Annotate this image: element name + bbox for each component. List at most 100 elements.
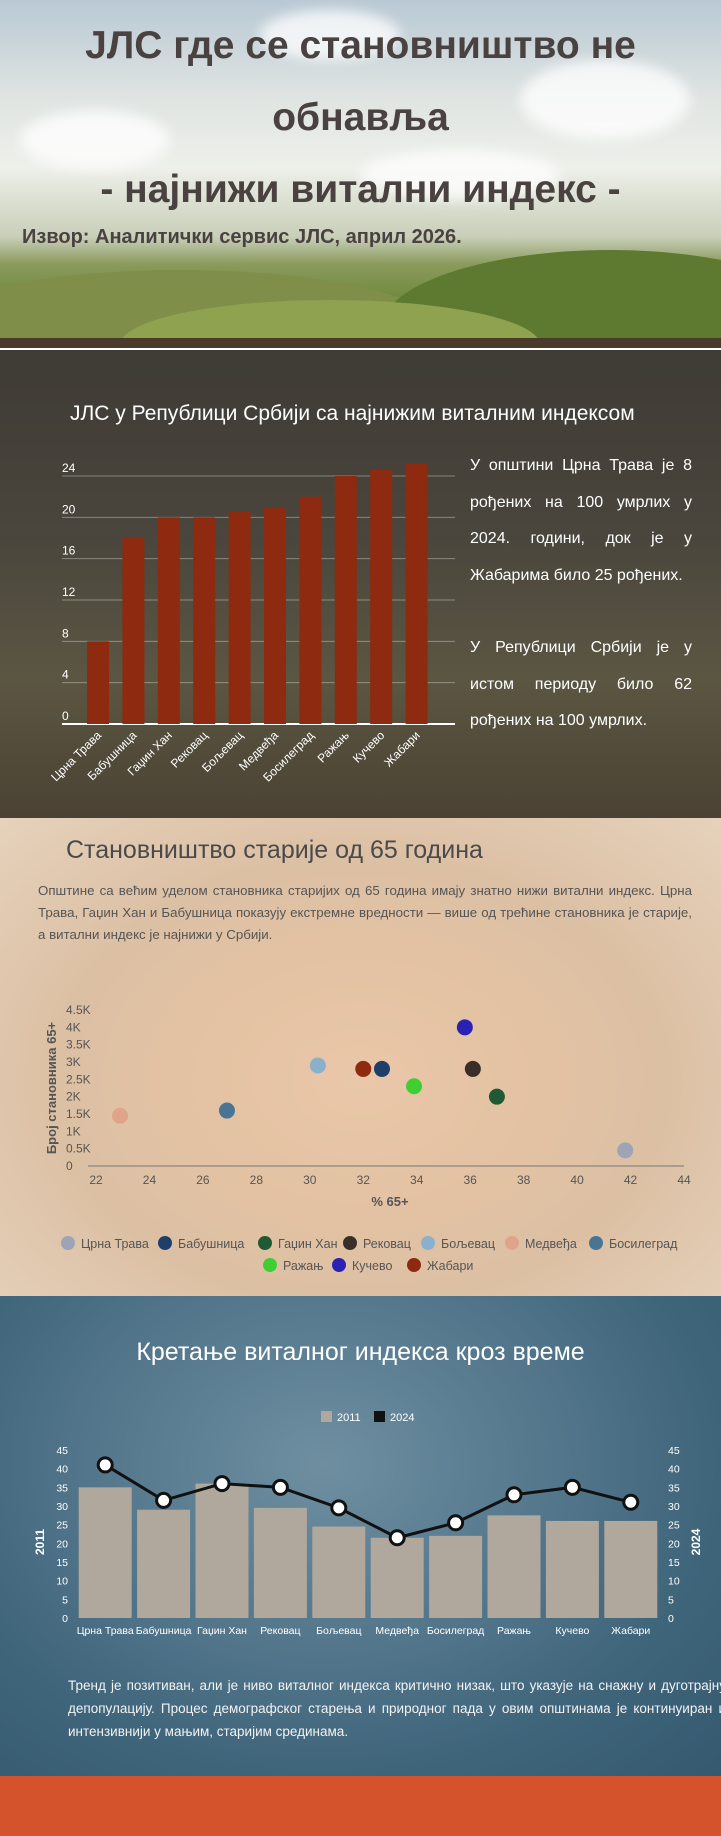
line-point-2024 bbox=[622, 1493, 640, 1511]
paragraph: У општини Црна Трава је 8 рођених на 100… bbox=[470, 457, 692, 584]
scatter-point bbox=[355, 1060, 372, 1077]
paragraph: У Републици Србији је у истом периоду би… bbox=[470, 639, 692, 729]
x-tick-label: Босилеград bbox=[427, 1625, 484, 1637]
x-tick-label: Бабушница bbox=[136, 1625, 192, 1637]
section-title: ЈЛС у Републици Србији са најнижим витал… bbox=[70, 402, 635, 425]
x-tick-label: 30 bbox=[303, 1173, 317, 1187]
legend-label: Бољевац bbox=[441, 1237, 495, 1251]
y-tick-label-right: 40 bbox=[668, 1464, 680, 1476]
y-tick-label-right: 25 bbox=[668, 1520, 680, 1532]
x-tick-label: 32 bbox=[357, 1173, 371, 1187]
x-tick-label: Бољевац bbox=[316, 1625, 361, 1637]
y-tick-label: 4K bbox=[66, 1020, 81, 1034]
y-tick-label: 4.5K bbox=[66, 1003, 91, 1017]
cloud-decoration bbox=[520, 60, 690, 140]
legend-marker bbox=[589, 1236, 603, 1250]
x-tick-label: Ражањ bbox=[497, 1625, 531, 1637]
x-tick-label: Жабари bbox=[381, 728, 422, 769]
legend-marker bbox=[263, 1258, 277, 1272]
footer-band bbox=[0, 1776, 721, 1836]
bar bbox=[157, 517, 180, 724]
bar bbox=[370, 469, 393, 724]
section-text: Тренд је позитиван, али је ниво виталног… bbox=[68, 1678, 721, 1739]
line-point-2024 bbox=[155, 1491, 173, 1509]
x-tick-label: 28 bbox=[250, 1173, 264, 1187]
y-tick-label: 0 bbox=[62, 709, 69, 723]
bar-2011 bbox=[429, 1535, 483, 1618]
bar-2011 bbox=[312, 1526, 366, 1618]
legend-marker bbox=[505, 1236, 519, 1250]
legend-label: Кучево bbox=[352, 1259, 392, 1273]
y-tick-label: 16 bbox=[62, 544, 76, 558]
line-point-2024 bbox=[213, 1475, 231, 1493]
x-tick-label: Кучево bbox=[555, 1625, 589, 1637]
legend-label: Ражањ bbox=[283, 1259, 323, 1273]
legend-label: Жабари bbox=[427, 1259, 473, 1273]
y-tick-label: 1K bbox=[66, 1124, 81, 1138]
y-tick-label-right: 30 bbox=[668, 1501, 680, 1513]
legend-label: Бабушница bbox=[178, 1237, 244, 1251]
y-tick-label: 0.5K bbox=[66, 1142, 91, 1156]
bar bbox=[122, 538, 145, 724]
legend-marker bbox=[374, 1411, 385, 1422]
x-tick-label: 26 bbox=[196, 1173, 210, 1187]
x-tick-label: 38 bbox=[517, 1173, 531, 1187]
line-2024 bbox=[104, 1463, 632, 1540]
y-tick-label: 3.5K bbox=[66, 1038, 91, 1052]
legend-label: 2024 bbox=[390, 1412, 414, 1424]
vital-index-section: ЈЛС у Републици Србији са најнижим витал… bbox=[0, 350, 721, 818]
y-tick-label-left: 0 bbox=[62, 1613, 68, 1625]
scatter-point bbox=[488, 1088, 505, 1105]
legend-label: Гаџин Хан bbox=[278, 1237, 338, 1251]
cloud-decoration bbox=[260, 10, 400, 60]
section-title: Становништво старије од 65 година bbox=[66, 836, 483, 864]
scatter-point bbox=[406, 1078, 423, 1095]
x-tick-label: Медвеђа bbox=[375, 1625, 419, 1637]
legend-marker bbox=[258, 1236, 272, 1250]
x-tick-label: 36 bbox=[464, 1173, 478, 1187]
x-tick-label: 22 bbox=[89, 1173, 103, 1187]
legend-marker bbox=[158, 1236, 172, 1250]
y-tick-label-left: 25 bbox=[56, 1520, 68, 1532]
legend-marker bbox=[332, 1258, 346, 1272]
header-divider bbox=[0, 338, 721, 348]
x-axis-label: % 65+ bbox=[371, 1194, 409, 1209]
y-tick-label-left: 45 bbox=[56, 1445, 68, 1457]
scatter-point bbox=[373, 1060, 390, 1077]
y-tick-label-left: 35 bbox=[56, 1482, 68, 1494]
header-banner: ЈЛС где се становништво не обнавља - нај… bbox=[0, 0, 721, 348]
x-tick-label: Рековац bbox=[260, 1625, 300, 1637]
line-point-2024 bbox=[447, 1514, 465, 1532]
legend-marker bbox=[321, 1411, 332, 1422]
y-tick-label-left: 5 bbox=[62, 1594, 68, 1606]
bar-2011 bbox=[78, 1487, 132, 1618]
legend-label: 2011 bbox=[337, 1412, 361, 1424]
cloud-decoration bbox=[20, 110, 170, 170]
bar bbox=[299, 496, 322, 724]
bar-2011 bbox=[487, 1515, 541, 1618]
page-title: ЈЛС где се становништво не обнавља - нај… bbox=[20, 10, 701, 226]
x-tick-label: Црна Трава bbox=[77, 1625, 134, 1637]
section-text: Општине са већим уделом становника стари… bbox=[38, 883, 692, 942]
title-line: ЈЛС где се становништво не bbox=[85, 24, 636, 67]
source-note: Извор: Аналитички сервис ЈЛС, април 2026… bbox=[22, 226, 462, 248]
bar-2011 bbox=[370, 1537, 424, 1618]
scatter-point bbox=[464, 1060, 481, 1077]
x-tick-label: 44 bbox=[677, 1173, 691, 1187]
legend-label: Црна Трава bbox=[81, 1237, 149, 1251]
y-axis-label: Број становника 65+ bbox=[44, 1021, 59, 1154]
y-tick-label-right: 0 bbox=[668, 1613, 674, 1625]
title-line: - најнижи витални индекс - bbox=[100, 168, 621, 211]
x-tick-label: Жабари bbox=[611, 1625, 650, 1637]
line-point-2024 bbox=[388, 1529, 406, 1547]
bar bbox=[87, 641, 109, 724]
legend-label: Босилеград bbox=[609, 1237, 678, 1251]
y-tick-label: 3K bbox=[66, 1055, 81, 1069]
y-tick-label-left: 10 bbox=[56, 1576, 68, 1588]
x-tick-label: 42 bbox=[624, 1173, 638, 1187]
y-tick-label-left: 40 bbox=[56, 1464, 68, 1476]
y-tick-label: 4 bbox=[62, 668, 69, 682]
legend-marker bbox=[407, 1258, 421, 1272]
